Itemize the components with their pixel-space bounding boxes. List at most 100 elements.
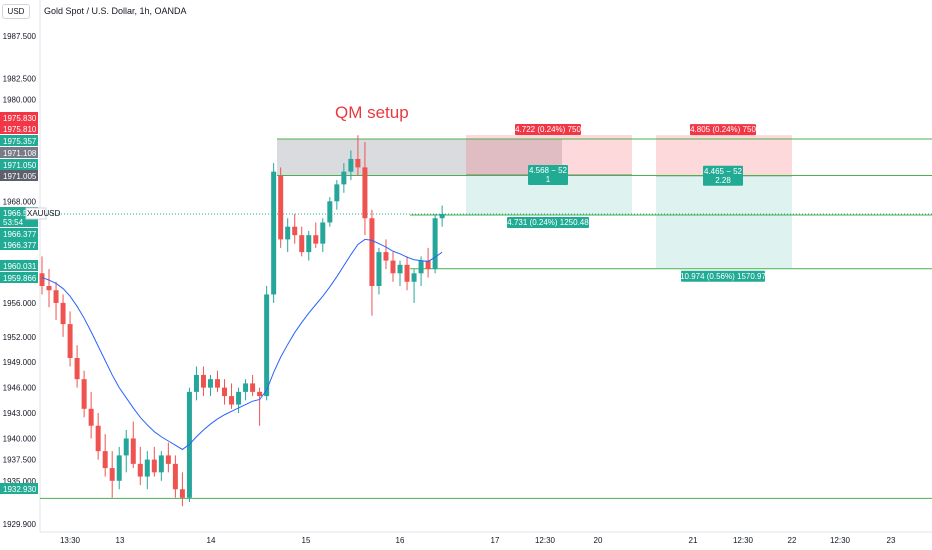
candle-up[interactable]	[285, 226, 291, 240]
moving-average-line[interactable]	[41, 238, 443, 451]
candle-down[interactable]	[137, 463, 143, 477]
candle-down[interactable]	[39, 273, 45, 286]
candle-down[interactable]	[383, 252, 389, 261]
candle-down[interactable]	[355, 158, 361, 168]
time-tick-label: 16	[396, 536, 405, 545]
candle-up[interactable]	[158, 455, 164, 473]
candle-up[interactable]	[411, 273, 417, 282]
price-tick-label: 1929.900	[3, 520, 37, 529]
price-axis-tag	[0, 147, 38, 158]
candle-up[interactable]	[243, 383, 249, 392]
price-axis-tag	[0, 112, 38, 123]
candle-up[interactable]	[193, 374, 199, 392]
price-axis-tag-text: 53:54	[3, 218, 24, 227]
symbol-tag	[25, 207, 47, 220]
candle-down[interactable]	[425, 260, 431, 270]
time-tick-label: 22	[788, 536, 797, 545]
position-1-risk-label[interactable]	[515, 123, 581, 135]
candle-up[interactable]	[397, 264, 403, 274]
price-axis-tag	[0, 228, 38, 239]
candle-up[interactable]	[236, 391, 242, 405]
candle-up[interactable]	[207, 379, 213, 388]
candle-up[interactable]	[306, 235, 312, 253]
candle-down[interactable]	[222, 387, 228, 397]
qm-zone-box[interactable]	[277, 138, 562, 176]
candle-down[interactable]	[362, 167, 368, 219]
candle-down[interactable]	[60, 302, 66, 325]
candle-down[interactable]	[95, 425, 101, 452]
candle-down[interactable]	[109, 468, 115, 481]
chart-title: Gold Spot / U.S. Dollar, 1h, OANDA	[44, 6, 187, 16]
position-2-risk-label[interactable]	[690, 124, 756, 136]
price-axis-tag-text: 1966.377	[3, 241, 37, 250]
candle-down[interactable]	[200, 374, 206, 388]
candle-down[interactable]	[81, 379, 87, 409]
price-axis-tag-text: 1966.377	[3, 230, 37, 239]
price-axis-tag	[0, 272, 38, 283]
candle-down[interactable]	[292, 226, 298, 236]
position-2-entry-label-text: 4.465 − 52	[704, 167, 743, 176]
position-2-reward-zone[interactable]	[656, 175, 792, 269]
candle-up[interactable]	[116, 455, 122, 481]
price-tick-label: 1937.500	[3, 456, 37, 465]
candle-down[interactable]	[404, 264, 410, 282]
price-axis-tag-text: 1971.005	[3, 172, 37, 181]
candle-down[interactable]	[165, 455, 171, 464]
candle-down[interactable]	[390, 260, 396, 274]
position-1-reward-label[interactable]	[507, 217, 589, 229]
candle-down[interactable]	[257, 391, 263, 397]
candle-up[interactable]	[376, 252, 382, 286]
price-axis-tag	[0, 159, 38, 170]
position-2-reward-label[interactable]	[681, 270, 765, 282]
price-axis-tag-text: 1971.050	[3, 161, 37, 170]
candle-down[interactable]	[369, 218, 375, 286]
candle-down[interactable]	[250, 383, 256, 392]
candle-down[interactable]	[299, 235, 305, 253]
candle-down[interactable]	[215, 379, 220, 388]
candle-up[interactable]	[320, 222, 326, 244]
price-axis-tag-text: 1975.830	[3, 114, 37, 123]
price-axis-tag	[0, 170, 38, 181]
candle-up[interactable]	[439, 214, 445, 219]
candle-down[interactable]	[172, 463, 178, 490]
price-tick-label: 1968.000	[3, 197, 37, 206]
candle-down[interactable]	[151, 459, 157, 473]
candle-down[interactable]	[278, 175, 284, 240]
candle-up[interactable]	[334, 184, 340, 202]
candle-up[interactable]	[348, 158, 354, 172]
candle-down[interactable]	[130, 438, 136, 464]
candle-up[interactable]	[418, 260, 424, 274]
position-2-entry-label[interactable]	[703, 165, 743, 186]
price-tick-label: 1987.500	[3, 32, 37, 41]
candle-up[interactable]	[271, 171, 277, 295]
candle-up[interactable]	[327, 201, 333, 223]
candle-down[interactable]	[102, 451, 108, 469]
candle-down[interactable]	[179, 489, 185, 498]
time-tick-label: 15	[302, 536, 311, 545]
candle-up[interactable]	[264, 294, 270, 397]
time-tick-label: 13	[116, 536, 125, 545]
candle-down[interactable]	[88, 408, 94, 426]
candle-down[interactable]	[67, 324, 73, 358]
time-tick-label: 21	[689, 536, 698, 545]
position-1-entry-label-text: 4.568 − 52	[529, 166, 568, 175]
qm-setup-annotation[interactable]: QM setup	[335, 103, 409, 122]
candle-down[interactable]	[229, 396, 235, 405]
currency-badge[interactable]: USD	[2, 4, 30, 19]
candle-down[interactable]	[46, 285, 52, 291]
candle-down[interactable]	[74, 357, 80, 380]
position-2-entry-label-text: 2.28	[715, 176, 731, 185]
position-1-entry-label[interactable]	[528, 165, 568, 186]
price-tick-label: 1956.000	[3, 299, 37, 308]
candle-up[interactable]	[144, 459, 150, 477]
candle-down[interactable]	[53, 290, 59, 303]
candle-down[interactable]	[313, 235, 319, 244]
candle-up[interactable]	[341, 171, 347, 185]
time-tick-label: 12:30	[535, 536, 556, 545]
price-tick-label: 1980.000	[3, 96, 37, 105]
price-tick-label: 1949.000	[3, 358, 37, 367]
candle-up[interactable]	[123, 438, 129, 456]
candle-up[interactable]	[432, 218, 438, 270]
